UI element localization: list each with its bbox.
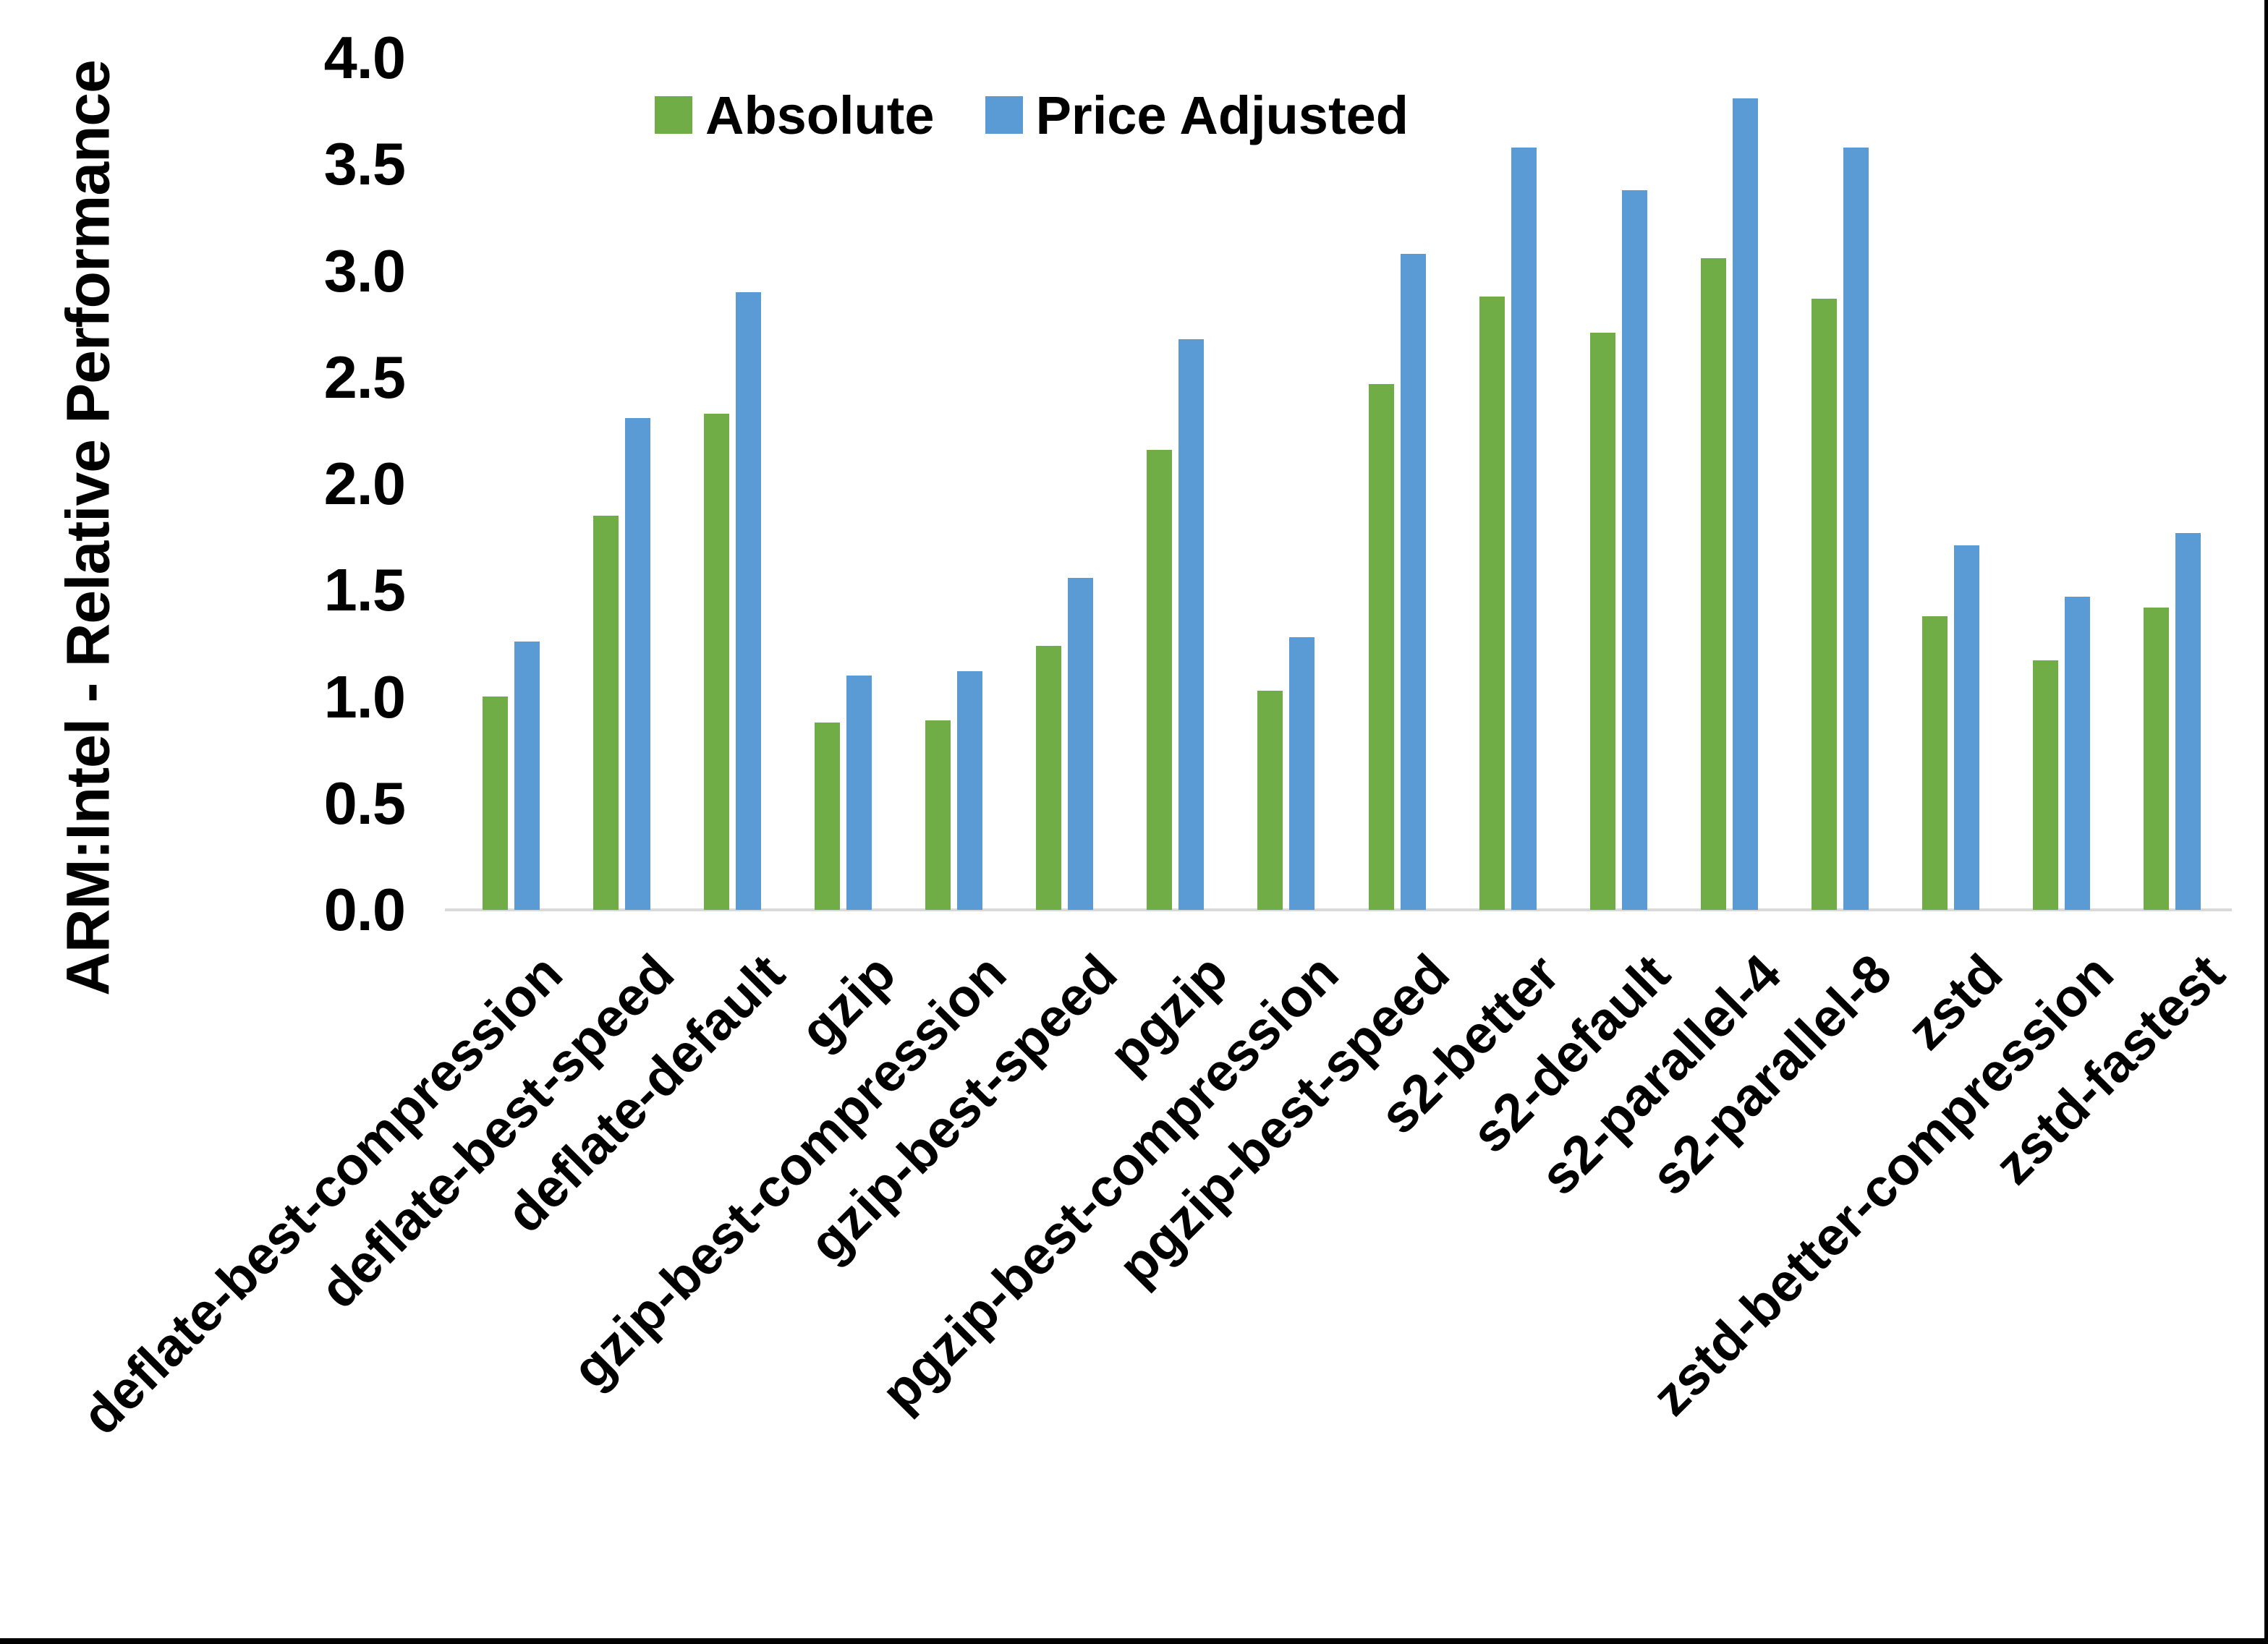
y-axis-title: ARM:Intel - Relative Performance	[54, 60, 122, 996]
bar-absolute-s2-better	[1479, 297, 1505, 910]
bar-absolute-zstd-fastest	[2144, 608, 2169, 910]
bar-price-adjusted-s2-default	[1622, 190, 1647, 910]
bar-price-adjusted-deflate-default	[736, 292, 761, 910]
bar-price-adjusted-s2-parallel-8	[1843, 148, 1869, 910]
bar-price-adjusted-gzip-best-compression	[957, 671, 982, 910]
bar-price-adjusted-deflate-best-compression	[514, 642, 540, 910]
y-tick-label-1.0: 1.0	[323, 663, 406, 731]
bar-price-adjusted-deflate-best-speed	[625, 418, 650, 910]
bar-absolute-gzip-best-speed	[1036, 646, 1061, 910]
bar-price-adjusted-gzip-best-speed	[1068, 578, 1093, 910]
bar-price-adjusted-pgzip-best-speed	[1401, 254, 1426, 910]
y-tick-label-1.5: 1.5	[323, 556, 406, 623]
y-tick-label-3.5: 3.5	[323, 130, 406, 197]
bar-price-adjusted-gzip	[846, 676, 872, 910]
bar-absolute-zstd	[1922, 616, 1948, 910]
legend-label-absolute: Absolute	[705, 85, 935, 145]
y-tick-label-2.5: 2.5	[323, 344, 406, 411]
y-tick-label-0.0: 0.0	[323, 876, 406, 943]
screenshot-bottom-border	[0, 1638, 2268, 1644]
y-tick-label-3.0: 3.0	[323, 237, 406, 304]
bar-price-adjusted-zstd-fastest	[2175, 533, 2201, 910]
bar-price-adjusted-pgzip-best-compression	[1289, 637, 1314, 910]
legend-swatch-absolute	[655, 96, 692, 134]
legend-swatch-price-adjusted	[985, 96, 1023, 134]
legend-item-absolute: Absolute	[655, 85, 935, 146]
bar-absolute-s2-parallel-4	[1701, 258, 1726, 910]
bar-absolute-pgzip	[1147, 450, 1172, 910]
bar-absolute-deflate-default	[704, 414, 729, 910]
bar-absolute-gzip-best-compression	[925, 720, 951, 910]
bar-absolute-gzip	[815, 723, 840, 910]
x-axis-line	[445, 908, 2232, 911]
y-tick-label-4.0: 4.0	[323, 24, 406, 91]
bar-price-adjusted-zstd	[1954, 545, 1979, 910]
chart-legend: Absolute Price Adjusted	[655, 84, 1409, 146]
bar-absolute-s2-parallel-8	[1812, 299, 1837, 910]
bar-absolute-deflate-best-speed	[593, 516, 619, 910]
bar-price-adjusted-zstd-better-compression	[2065, 597, 2090, 910]
screenshot-right-border	[2264, 0, 2268, 1644]
legend-item-price-adjusted: Price Adjusted	[985, 85, 1409, 146]
bar-absolute-deflate-best-compression	[483, 697, 508, 910]
bar-absolute-pgzip-best-speed	[1369, 384, 1394, 910]
bar-absolute-zstd-better-compression	[2033, 660, 2058, 910]
bar-price-adjusted-s2-parallel-4	[1733, 98, 1758, 910]
x-category-label-deflate-best-compression: deflate-best-compression	[70, 942, 574, 1447]
bar-price-adjusted-pgzip	[1178, 339, 1204, 910]
y-tick-label-0.5: 0.5	[323, 770, 406, 837]
y-tick-label-2.0: 2.0	[323, 450, 406, 517]
bar-price-adjusted-s2-better	[1511, 148, 1537, 910]
bar-absolute-pgzip-best-compression	[1257, 691, 1283, 910]
bar-absolute-s2-default	[1590, 333, 1615, 910]
legend-label-price-adjusted: Price Adjusted	[1035, 85, 1409, 145]
